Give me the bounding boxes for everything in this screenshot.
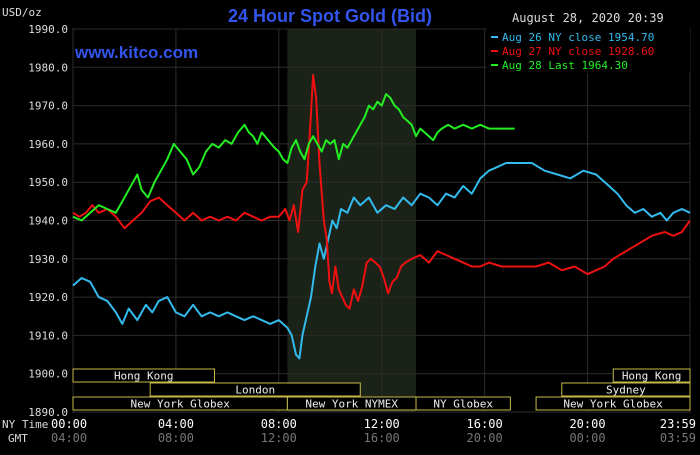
legend-entry: Aug 27 NY close 1928.60 [502, 45, 654, 58]
y-tick-label: 1940.0 [28, 215, 68, 228]
y-tick-label: 1990.0 [28, 23, 68, 36]
legend-entry: Aug 28 Last 1964.30 [502, 59, 628, 72]
y-unit-label: USD/oz [2, 6, 42, 19]
x-tick-gmt: 04:00 [51, 431, 87, 445]
session-hong-kong: Hong Kong [612, 368, 691, 383]
x-tick-ny: 08:00 [261, 417, 297, 431]
session-new-york-globex: New York Globex [535, 396, 691, 411]
session-label: London [235, 384, 275, 397]
legend-entry: Aug 26 NY close 1954.70 [502, 31, 654, 44]
x-row-label-gmt: GMT [8, 432, 28, 445]
watermark: www.kitco.com [74, 43, 198, 62]
session-new-york-globex: New York Globex [72, 396, 288, 411]
x-tick-ny: 00:00 [51, 417, 87, 431]
x-tick-ny: 12:00 [364, 417, 400, 431]
chart-title: 24 Hour Spot Gold (Bid) [228, 6, 432, 26]
x-tick-gmt: 20:00 [467, 431, 503, 445]
x-tick-ny: 16:00 [467, 417, 503, 431]
x-tick-gmt: 12:00 [261, 431, 297, 445]
x-tick-ny: 04:00 [158, 417, 194, 431]
y-tick-label: 1930.0 [28, 253, 68, 266]
session-label: New York NYMEX [305, 398, 398, 411]
session-label: Hong Kong [114, 370, 174, 383]
x-axis: NY TimeGMT00:0004:0004:0008:0008:0012:00… [2, 417, 696, 445]
session-ny-globex: NY Globex [415, 396, 511, 411]
y-tick-label: 1970.0 [28, 100, 68, 113]
y-tick-label: 1910.0 [28, 329, 68, 342]
y-tick-label: 1920.0 [28, 291, 68, 304]
session-new-york-nymex: New York NYMEX [286, 396, 417, 411]
series-line-0 [72, 162, 691, 360]
legend-box [487, 28, 690, 73]
session-label: New York Globex [563, 398, 663, 411]
y-axis: 1990.0 1980.0 1970.0 1960.0 1950.0 1940.0 1930… [28, 23, 68, 419]
session-london: London [149, 382, 361, 397]
session-sydney: Sydney [561, 382, 691, 397]
y-tick-label: 1980.0 [28, 61, 68, 74]
x-tick-gmt: 16:00 [364, 431, 400, 445]
session-label: New York Globex [131, 398, 231, 411]
x-tick-ny: 20:00 [569, 417, 605, 431]
timestamp: August 28, 2020 20:39 [512, 11, 664, 25]
x-tick-ny: 23:59 [660, 417, 696, 431]
series-line-2 [72, 93, 515, 222]
y-tick-label: 1960.0 [28, 138, 68, 151]
session-label: Sydney [606, 384, 646, 397]
price-series [72, 74, 691, 360]
session-label: Hong Kong [622, 370, 682, 383]
x-row-label-ny: NY Time [2, 418, 48, 431]
x-tick-gmt: 03:59 [660, 431, 696, 445]
x-tick-gmt: 08:00 [158, 431, 194, 445]
x-tick-gmt: 00:00 [569, 431, 605, 445]
y-tick-label: 1890.0 [28, 406, 68, 419]
session-label: NY Globex [433, 398, 493, 411]
y-tick-label: 1950.0 [28, 176, 68, 189]
session-hong-kong: Hong Kong [72, 368, 215, 383]
y-tick-label: 1900.0 [28, 368, 68, 381]
series-line-1 [72, 74, 691, 310]
